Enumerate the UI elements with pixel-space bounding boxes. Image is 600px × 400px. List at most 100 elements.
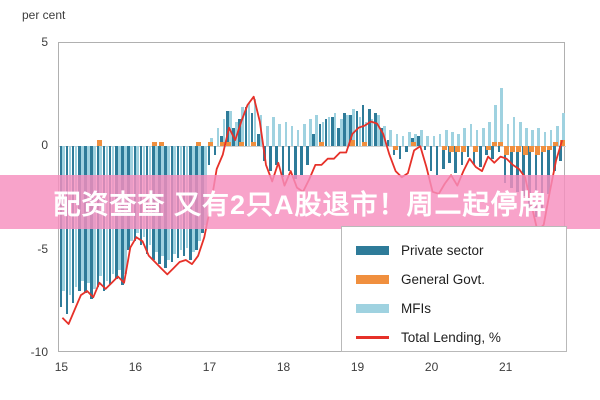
bar-general-govt [226,142,232,147]
bar-mfis [395,133,399,147]
bar-private-sector [281,146,285,178]
bar-private-sector [454,146,457,174]
bar-general-govt [238,142,244,147]
bar-mfis [481,127,485,147]
bar-private-sector [324,119,328,147]
bar-private-sector [429,146,433,172]
bar-private-sector [256,133,260,147]
bar-mfis [494,104,497,147]
news-overlay-banner[interactable]: 配资查查 又有2只A股退市！周二起停牌 [0,175,600,229]
bar-private-sector [485,146,488,155]
bar-private-sector [423,146,427,151]
x-tick-label: 16 [128,360,143,374]
bar-private-sector [546,146,550,194]
bar-mfis [518,121,522,147]
legend-label: General Govt. [401,272,486,287]
bar-mfis [296,129,300,147]
bar-mfis [537,127,541,147]
bar-mfis [364,121,368,147]
bar-mfis [315,115,318,147]
y-tick-label: 5 [41,34,48,49]
bar-private-sector [312,133,316,147]
bar-private-sector [250,113,254,147]
bar-mfis [444,129,448,147]
bar-private-sector [330,117,334,147]
bar-private-sector [226,111,229,147]
bar-mfis [488,121,491,147]
bar-general-govt [485,146,491,151]
bar-private-sector [553,146,556,172]
banner-headline: 配资查查 又有2只A股退市！周二起停牌 [53,189,547,220]
bar-mfis [266,125,269,147]
bar-mfis [284,121,288,147]
bar-general-govt [392,146,398,151]
mfis-swatch-icon [356,304,389,313]
bar-mfis [370,119,374,147]
bar-mfis [222,119,226,147]
bar-general-govt [349,140,355,147]
bar-private-sector [293,146,297,180]
zero-gridline [59,146,566,148]
y-tick-label: -5 [37,241,48,256]
chart-legend: Private sector General Govt. MFIs Total … [341,226,567,352]
bar-private-sector [559,146,562,161]
bar-general-govt [510,146,516,153]
bar-private-sector [460,146,464,165]
bar-private-sector [287,146,291,172]
bar-mfis [340,119,343,147]
bar-mfis [506,123,510,147]
bar-general-govt [497,142,503,147]
bar-general-govt [411,142,417,147]
bar-mfis [562,113,565,147]
bar-private-sector [479,146,482,167]
bar-mfis [401,135,405,147]
bar-private-sector [442,146,445,170]
x-tick-label: 21 [498,360,513,374]
bar-mfis [346,115,349,147]
y-tick-label: -10 [30,344,48,359]
bar-mfis [475,129,479,147]
bar-general-govt [442,146,448,151]
total-lending-line [61,95,564,325]
legend-label: Total Lending, % [401,330,501,345]
bar-private-sector [269,146,272,172]
legend-label: MFIs [401,301,431,316]
bar-private-sector [213,146,217,155]
bar-private-sector [417,135,420,147]
bar-mfis [457,133,460,147]
bar-general-govt [534,146,540,155]
bar-private-sector [318,123,322,147]
general-govt-swatch-icon [356,275,389,284]
bar-private-sector [244,107,248,147]
bar-mfis [352,109,355,147]
bar-general-govt [528,146,534,153]
bar-mfis [377,115,380,147]
bar-private-sector [300,146,303,176]
bar-mfis [272,117,275,147]
x-tick-label: 20 [424,360,439,374]
bar-private-sector [516,146,519,192]
bar-private-sector [405,146,408,153]
bar-private-sector [207,146,211,165]
bar-general-govt [152,142,158,147]
bar-mfis [543,131,547,147]
bar-mfis [333,113,337,147]
bar-mfis [525,127,528,147]
bar-private-sector [219,135,223,147]
bar-private-sector [374,113,377,147]
bar-mfis [414,133,417,147]
bar-mfis [241,107,244,147]
bar-private-sector [392,146,396,155]
bar-mfis [549,129,553,147]
bar-mfis [327,117,331,147]
total-lending-line-swatch-icon [356,336,389,339]
x-tick-label: 15 [54,360,69,374]
legend-item-private-sector: Private sector [356,236,566,265]
bar-mfis [500,88,504,147]
bar-private-sector [448,146,451,163]
bar-mfis [531,129,534,147]
bar-general-govt [207,142,213,147]
bar-mfis [216,127,220,147]
bar-mfis [407,131,411,147]
bar-general-govt [362,142,368,147]
